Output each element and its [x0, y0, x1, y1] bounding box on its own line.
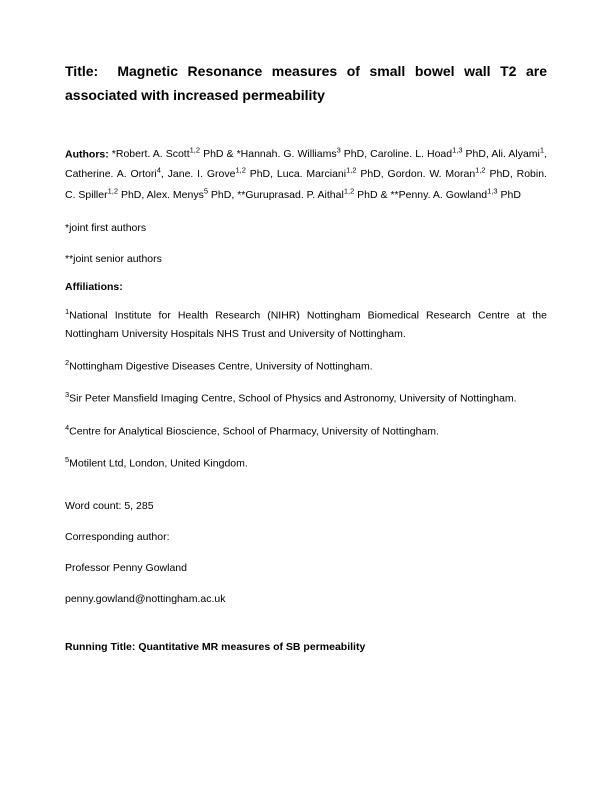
affiliation-item: 5Motilent Ltd, London, United Kingdom.: [65, 453, 547, 473]
affiliation-item: 3Sir Peter Mansfield Imaging Centre, Sch…: [65, 388, 547, 408]
affiliation-item: 4Centre for Analytical Bioscience, Schoo…: [65, 421, 547, 441]
affiliations-heading: Affiliations:: [65, 281, 547, 293]
joint-senior-note: **joint senior authors: [65, 250, 547, 269]
corresponding-author-name: Professor Penny Gowland: [65, 559, 547, 578]
running-title: Running Title: Quantitative MR measures …: [65, 641, 547, 653]
affiliation-sup: 1: [65, 307, 69, 316]
affiliation-item: 2Nottingham Digestive Diseases Centre, U…: [65, 356, 547, 376]
affiliation-sup: 4: [65, 423, 69, 432]
authors-prefix: Authors:: [65, 148, 109, 160]
corresponding-author-label: Corresponding author:: [65, 528, 547, 547]
title-prefix: Title:: [65, 63, 98, 79]
document-title: Title: Magnetic Resonance measures of sm…: [65, 60, 547, 108]
authors-block: Authors: *Robert. A. Scott1,2 PhD & *Han…: [65, 144, 547, 205]
affiliation-sup: 3: [65, 390, 69, 399]
corresponding-author-email: penny.gowland@nottingham.ac.uk: [65, 590, 547, 609]
joint-first-note: *joint first authors: [65, 219, 547, 238]
title-text: Magnetic Resonance measures of small bow…: [65, 63, 547, 103]
affiliation-sup: 5: [65, 455, 69, 464]
authors-list: *Robert. A. Scott1,2 PhD & *Hannah. G. W…: [65, 148, 547, 201]
running-title-text: Quantitative MR measures of SB permeabil…: [138, 641, 365, 653]
word-count: Word count: 5, 285: [65, 497, 547, 516]
affiliation-item: 1National Institute for Health Research …: [65, 305, 547, 344]
affiliations-list: 1National Institute for Health Research …: [65, 305, 547, 474]
running-title-prefix: Running Title:: [65, 641, 135, 653]
affiliation-sup: 2: [65, 358, 69, 367]
